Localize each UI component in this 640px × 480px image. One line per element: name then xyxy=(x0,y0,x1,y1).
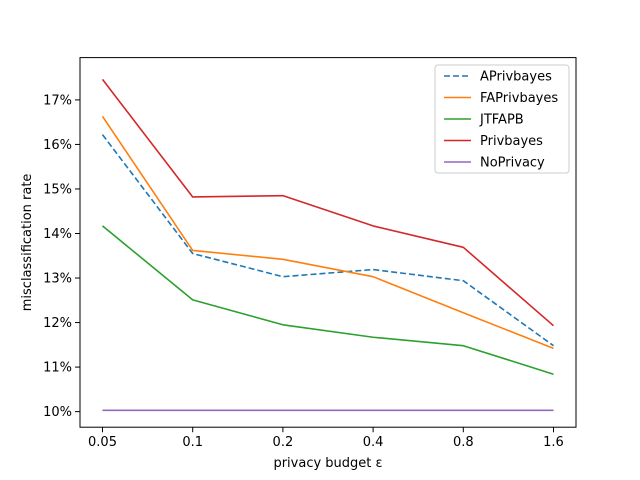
y-axis-label: misclassification rate xyxy=(20,174,35,312)
series-line-jtfapb xyxy=(101,225,554,375)
x-axis-label: privacy budget ε xyxy=(273,456,382,471)
series-layer xyxy=(101,78,555,412)
series-line-aprivbayes xyxy=(101,134,554,347)
series-line-faprivbayes xyxy=(101,115,554,350)
x-tick-label: 0.1 xyxy=(182,435,203,450)
x-axis-ticks: 0.05 0.1 0.2 0.4 0.8 1.6 xyxy=(88,427,564,450)
x-tick-label: 0.8 xyxy=(453,435,474,450)
legend-label-jtfapb: JTFAPB xyxy=(479,113,524,128)
y-tick-label: 10% xyxy=(43,405,72,420)
x-tick-label: 0.05 xyxy=(88,435,117,450)
x-tick-label: 0.2 xyxy=(273,435,294,450)
legend-label-privbayes: Privbayes xyxy=(480,134,543,149)
legend-label-aprivbayes: APrivbayes xyxy=(480,70,552,85)
y-tick-label: 17% xyxy=(43,93,72,108)
y-tick-label: 16% xyxy=(43,138,72,153)
legend-label-faprivbayes: FAPrivbayes xyxy=(480,91,558,106)
y-tick-label: 11% xyxy=(43,361,72,376)
x-tick-label: 0.4 xyxy=(363,435,384,450)
y-tick-label: 13% xyxy=(43,272,72,287)
plot-frame xyxy=(79,57,577,428)
x-tick-label: 1.6 xyxy=(543,435,564,450)
y-tick-label: 12% xyxy=(43,316,72,331)
y-axis-ticks: 10% 11% 12% 13% 14% 15% 16% 17% xyxy=(43,93,80,420)
legend: APrivbayes FAPrivbayes JTFAPB Privbayes NoPr… xyxy=(434,64,570,174)
series-line-privbayes xyxy=(101,78,555,327)
legend-label-noprivacy: NoPrivacy xyxy=(480,156,545,171)
y-tick-label: 15% xyxy=(43,182,72,197)
y-tick-label: 14% xyxy=(43,227,72,242)
legend-box xyxy=(434,64,570,174)
